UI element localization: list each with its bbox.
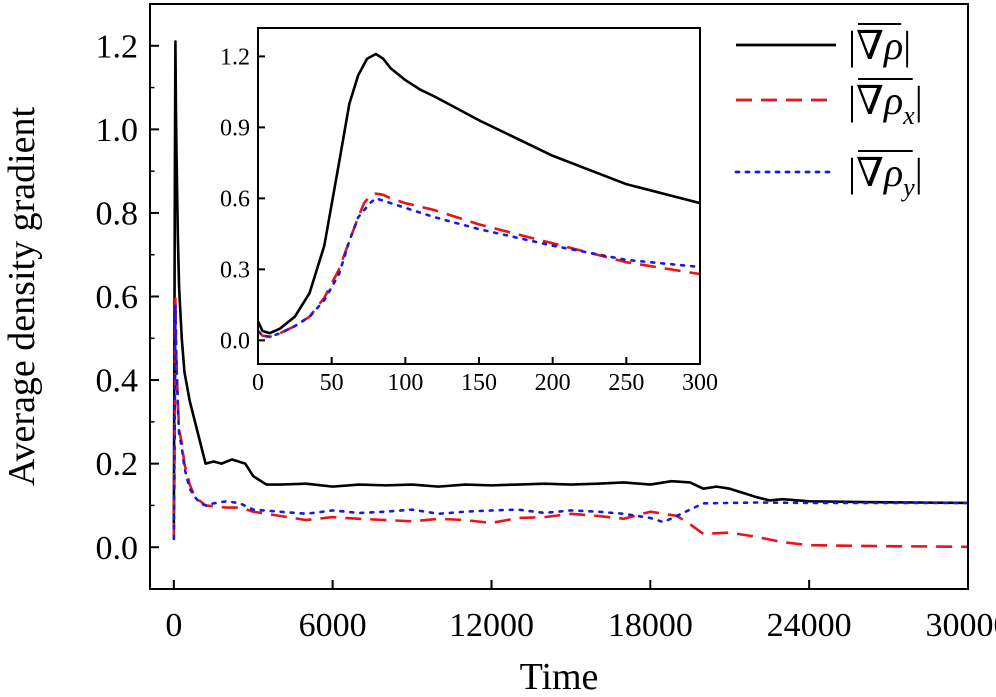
legend: |∇ρ| |∇ρx| |∇ρy| <box>734 23 923 202</box>
legend-label-text-rho: |∇ρ| <box>848 23 911 68</box>
main-x-tick-label: 12000 <box>449 607 534 644</box>
main-series-rho-line <box>172 40 968 527</box>
legend-label-text-rho-x: |∇ρx| <box>848 78 923 130</box>
inset-series-group <box>258 52 700 339</box>
inset-y-tick-label: 0.6 <box>220 187 250 213</box>
legend-label-text-rho-y: |∇ρy| <box>848 150 923 202</box>
inset-x-tick-label: 250 <box>608 370 644 396</box>
legend-item-rho-x: |∇ρx| <box>736 78 923 130</box>
inset-series-rho-y-line <box>258 197 700 339</box>
main-series-group <box>172 40 968 549</box>
main-y-tick-label: 0.8 <box>96 195 139 232</box>
inset-x-tick-label: 50 <box>320 370 344 396</box>
legend-item-rho: |∇ρ| <box>736 23 911 68</box>
inset-x-tick-label: 300 <box>682 370 718 396</box>
main-y-tick-label: 1.2 <box>96 28 139 65</box>
legend-label-rho-x: |∇ρx| <box>848 78 923 130</box>
main-y-tick-label: 0.6 <box>96 279 139 316</box>
main-x-tick-label: 6000 <box>299 607 367 644</box>
main-x-tick-label: 0 <box>165 607 182 644</box>
inset-x-tick-label: 200 <box>535 370 571 396</box>
inset-background <box>258 28 700 364</box>
inset-series-rho-line <box>258 52 700 335</box>
inset-y-tick-label: 1.2 <box>220 45 250 71</box>
main-y-tick-label: 0.0 <box>96 530 139 567</box>
main-x-axis-title: Time <box>520 656 599 697</box>
inset-x-tick-label: 100 <box>387 370 423 396</box>
main-y-axis-title: Average density gradient <box>1 106 43 486</box>
inset-x-tick-label: 0 <box>252 370 264 396</box>
main-series-rho-y-line <box>172 303 968 541</box>
main-y-tick-label: 1.0 <box>96 112 139 149</box>
inset-plot: 0 50 100 150 200 250 300 0.0 0.3 0.6 0.9 1.2 <box>220 27 718 396</box>
main-x-tick-label: 24000 <box>767 607 852 644</box>
main-x-tick-label: 18000 <box>608 607 693 644</box>
inset-y-tick-label: 0.9 <box>220 116 250 142</box>
legend-label-rho-y: |∇ρy| <box>848 150 923 202</box>
legend-label-rho: |∇ρ| <box>848 23 911 68</box>
main-y-tick-label: 0.4 <box>96 363 139 400</box>
legend-item-rho-y: |∇ρy| <box>734 150 923 202</box>
inset-y-tick-label: 0.0 <box>220 328 250 354</box>
main-y-tick-label: 0.2 <box>96 446 139 483</box>
inset-y-tick-label: 0.3 <box>220 258 250 284</box>
inset-x-tick-label: 150 <box>461 370 497 396</box>
